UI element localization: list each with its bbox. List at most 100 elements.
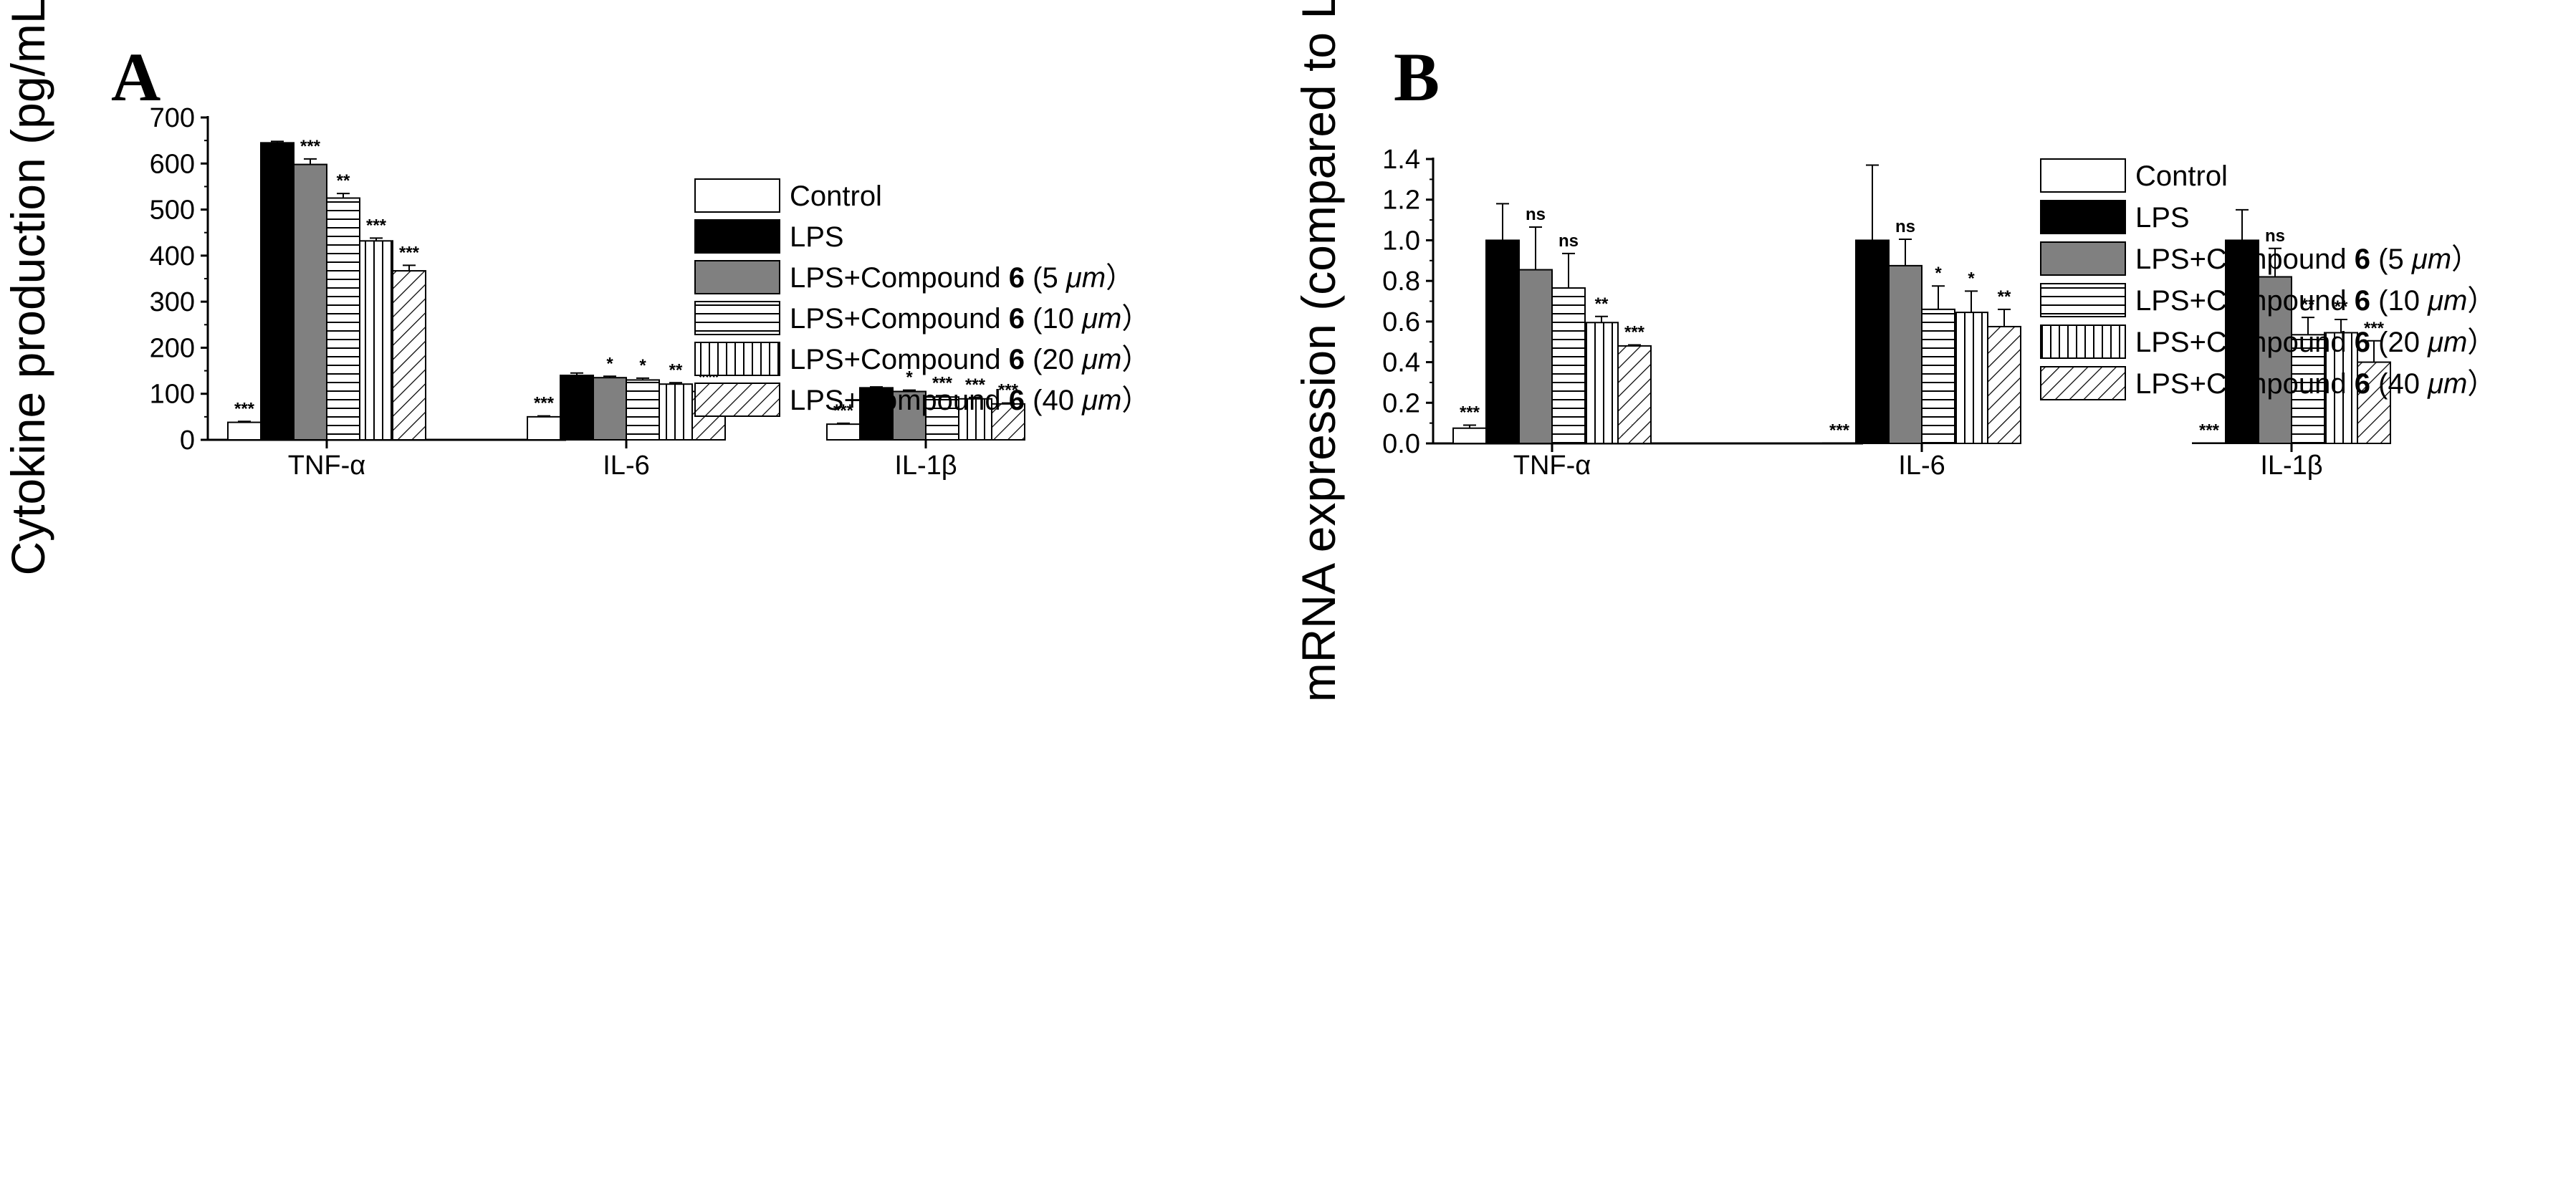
bar-lps-compound-6-5-m-il-6 (593, 377, 627, 441)
x-category-label-il-1: IL-1β (894, 451, 957, 481)
legend-swatch-lps-compound-6-20-m (694, 342, 780, 376)
bar-lps-compound-6-10-m-il-6 (1921, 308, 1955, 445)
y-tick-label: 0.6 (1382, 307, 1420, 337)
legend-label-lps: LPS (2135, 202, 2190, 234)
significance-label: ns (1895, 217, 1915, 236)
y-tick-label: 500 (150, 196, 195, 226)
significance-label: *** (965, 375, 986, 395)
y-tick-label: 300 (150, 287, 195, 317)
bar-lps-compound-6-20-m-tnf (1584, 322, 1619, 444)
y-axis-label: mRNA expression (compared to LPS) (1292, 0, 1345, 702)
bar-lps-compound-6-5-m-tnf (1518, 269, 1553, 444)
significance-label: ** (337, 171, 350, 191)
significance-label: ns (1526, 205, 1546, 224)
bar-control-tnf (227, 421, 262, 441)
bar-lps-il-6 (1855, 239, 1890, 444)
y-tick-label: 1.0 (1382, 226, 1420, 256)
significance-label: ** (2302, 295, 2315, 314)
panel-b-chart: 0.0 0.2 0.4 0.6 0.8 1.0 1.2 1.4 mRNA expression … (1292, 0, 2391, 702)
legend-label-lps-compound-6-10-m: LPS+Compound 6 (10 μm） (2135, 285, 2496, 317)
bar-lps-compound-6-40-m-tnf (392, 270, 426, 441)
bar-control-il-6 (527, 415, 561, 441)
bar-lps-compound-6-20-m-il-1 (2324, 332, 2358, 445)
significance-label: *** (366, 216, 387, 235)
bar-control-tnf (1452, 427, 1487, 444)
y-axis-label: Cytokine production (pg/mL) (1, 0, 54, 576)
bar-lps-compound-6-5-m-il-1 (2258, 276, 2292, 444)
significance-label: *** (399, 243, 420, 262)
significance-label: ns (1558, 231, 1579, 251)
significance-label: *** (1829, 420, 1850, 440)
x-category-label-il-6: IL-6 (603, 451, 649, 481)
significance-label: * (1968, 269, 1975, 288)
legend-swatch-lps-compound-6-20-m (2040, 324, 2126, 359)
legend-label-control: Control (790, 181, 882, 212)
significance-label: *** (998, 381, 1019, 400)
significance-label: *** (1624, 322, 1645, 342)
y-tick-label: 0 (180, 425, 195, 456)
significance-label: * (639, 356, 646, 375)
legend-label-lps-compound-6-5-m: LPS+Compound 6 (5 μm） (2135, 244, 2480, 275)
panel-a-legend: Control LPS LPS+Compound 6 (5 μm） LPS+Compo… (694, 178, 1150, 417)
bar-lps-compound-6-5-m-tnf (293, 163, 327, 441)
significance-label: *** (833, 401, 854, 420)
y-tick-label: 0.0 (1382, 429, 1420, 459)
y-tick-label: 600 (150, 149, 195, 179)
significance-label: *** (534, 394, 555, 413)
y-tick-label: 0.8 (1382, 266, 1420, 297)
bar-lps-tnf (260, 142, 295, 441)
bar-lps-il-6 (560, 375, 594, 441)
significance-label: *** (234, 399, 255, 418)
legend-swatch-lps-compound-6-10-m (2040, 283, 2126, 317)
y-tick-label: 400 (150, 241, 195, 271)
y-tick-label: 0.4 (1382, 348, 1420, 378)
legend-swatch-lps (2040, 200, 2126, 234)
significance-label: * (606, 354, 613, 373)
y-tick-label: 0.2 (1382, 388, 1420, 418)
y-tick-label: 200 (150, 333, 195, 363)
y-tick-label: 1.4 (1382, 145, 1420, 175)
significance-label: * (1935, 264, 1942, 283)
legend-swatch-lps-compound-6-40-m (2040, 366, 2126, 400)
significance-label: ** (2335, 297, 2348, 317)
significance-label: ns (2265, 226, 2285, 246)
bar-lps-compound-6-5-m-il-6 (1888, 264, 1923, 444)
bar-lps-compound-6-40-m-tnf (1617, 345, 1652, 444)
legend-label-lps-compound-6-40-m: LPS+Compound 6 (40 μm） (790, 385, 1150, 416)
legend-swatch-lps-compound-6-5-m (694, 260, 780, 294)
significance-label: ** (669, 360, 683, 380)
significance-label: *** (2364, 319, 2385, 338)
significance-label: *** (300, 137, 321, 156)
significance-label: ** (1595, 294, 1609, 314)
panel-label-b: B (1394, 39, 1440, 115)
significance-label: *** (932, 373, 953, 393)
y-tick-label: 1.2 (1382, 186, 1420, 216)
bar-control-il-1 (826, 423, 861, 441)
bar-lps-compound-6-10-m-tnf (1551, 287, 1586, 445)
y-tick-label: 100 (150, 380, 195, 410)
x-category-label-tnf: TNF-α (1513, 451, 1591, 481)
legend-swatch-lps-compound-6-5-m (2040, 241, 2126, 276)
y-tick-label: 700 (150, 103, 195, 133)
bar-lps-compound-6-20-m-il-6 (659, 383, 693, 441)
significance-label: *** (2199, 420, 2220, 440)
bar-lps-tnf (1485, 239, 1520, 444)
legend-swatch-lps-compound-6-10-m (694, 301, 780, 335)
legend-label-lps-compound-6-5-m: LPS+Compound 6 (5 μm） (790, 262, 1134, 294)
legend-label-lps-compound-6-10-m: LPS+Compound 6 (10 μm） (790, 303, 1150, 335)
bar-lps-compound-6-10-m-il-6 (626, 379, 660, 441)
legend-swatch-lps-compound-6-40-m (694, 383, 780, 417)
panel-b-legend: Control LPS LPS+Compound 6 (5 μm） LPS+Compo… (2040, 158, 2496, 400)
significance-label: * (906, 368, 913, 388)
bar-lps-compound-6-10-m-il-1 (2291, 334, 2325, 444)
x-category-label-il-1: IL-1β (2260, 451, 2322, 481)
legend-label-control: Control (2135, 160, 2228, 192)
bar-lps-il-1 (859, 387, 894, 441)
legend-label-lps-compound-6-20-m: LPS+Compound 6 (20 μm） (790, 344, 1150, 375)
bar-lps-compound-6-10-m-tnf (326, 197, 360, 441)
x-category-label-tnf: TNF-α (288, 451, 366, 481)
legend-swatch-control (2040, 158, 2126, 193)
bar-lps-compound-6-20-m-il-6 (1954, 312, 1988, 444)
significance-label: *** (1460, 403, 1480, 422)
x-category-label-il-6: IL-6 (1898, 451, 1945, 481)
